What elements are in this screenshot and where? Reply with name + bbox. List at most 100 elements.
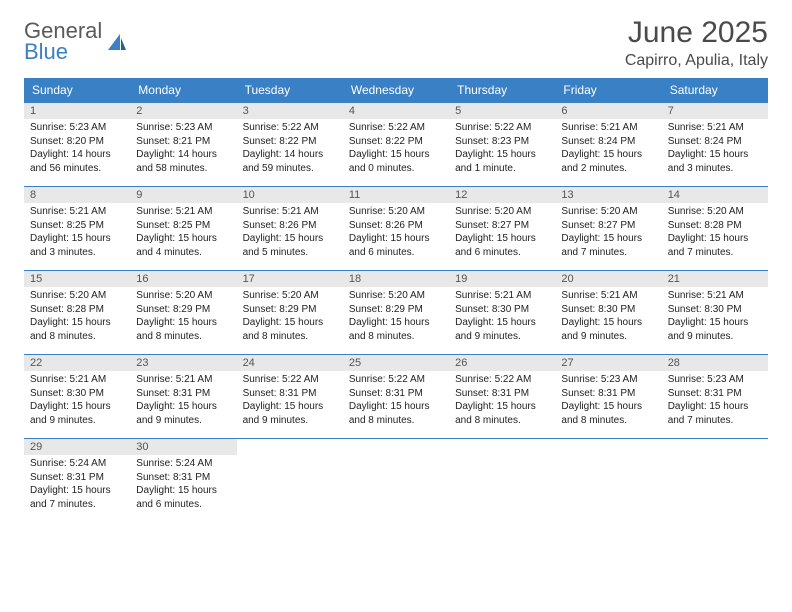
day-number: 4: [343, 103, 449, 119]
day-cell: 2Sunrise: 5:23 AMSunset: 8:21 PMDaylight…: [130, 103, 236, 187]
day-number: 8: [24, 187, 130, 203]
day-cell: 4Sunrise: 5:22 AMSunset: 8:22 PMDaylight…: [343, 103, 449, 187]
day-cell: 25Sunrise: 5:22 AMSunset: 8:31 PMDayligh…: [343, 355, 449, 439]
day-number: 14: [662, 187, 768, 203]
day-body: Sunrise: 5:20 AMSunset: 8:29 PMDaylight:…: [343, 287, 449, 347]
day-body: Sunrise: 5:23 AMSunset: 8:31 PMDaylight:…: [662, 371, 768, 431]
day-body: Sunrise: 5:21 AMSunset: 8:25 PMDaylight:…: [24, 203, 130, 263]
day-cell: 18Sunrise: 5:20 AMSunset: 8:29 PMDayligh…: [343, 271, 449, 355]
day-cell: 17Sunrise: 5:20 AMSunset: 8:29 PMDayligh…: [237, 271, 343, 355]
day-number: 26: [449, 355, 555, 371]
title-block: June 2025 Capirro, Apulia, Italy: [625, 16, 768, 70]
location: Capirro, Apulia, Italy: [625, 52, 768, 70]
day-cell: 14Sunrise: 5:20 AMSunset: 8:28 PMDayligh…: [662, 187, 768, 271]
day-cell: 28Sunrise: 5:23 AMSunset: 8:31 PMDayligh…: [662, 355, 768, 439]
week-row: 1Sunrise: 5:23 AMSunset: 8:20 PMDaylight…: [24, 103, 768, 187]
day-body: Sunrise: 5:22 AMSunset: 8:31 PMDaylight:…: [449, 371, 555, 431]
header: General Blue June 2025 Capirro, Apulia, …: [24, 16, 768, 70]
day-cell: 5Sunrise: 5:22 AMSunset: 8:23 PMDaylight…: [449, 103, 555, 187]
day-body: Sunrise: 5:22 AMSunset: 8:22 PMDaylight:…: [343, 119, 449, 179]
day-body: Sunrise: 5:20 AMSunset: 8:27 PMDaylight:…: [555, 203, 661, 263]
day-number: 13: [555, 187, 661, 203]
calendar-body: 1Sunrise: 5:23 AMSunset: 8:20 PMDaylight…: [24, 103, 768, 523]
day-number: 2: [130, 103, 236, 119]
day-cell: 26Sunrise: 5:22 AMSunset: 8:31 PMDayligh…: [449, 355, 555, 439]
day-number: 23: [130, 355, 236, 371]
day-cell: 27Sunrise: 5:23 AMSunset: 8:31 PMDayligh…: [555, 355, 661, 439]
weekday-header: Friday: [555, 78, 661, 103]
day-body: Sunrise: 5:23 AMSunset: 8:31 PMDaylight:…: [555, 371, 661, 431]
day-body: Sunrise: 5:22 AMSunset: 8:22 PMDaylight:…: [237, 119, 343, 179]
week-row: 22Sunrise: 5:21 AMSunset: 8:30 PMDayligh…: [24, 355, 768, 439]
weekday-header: Thursday: [449, 78, 555, 103]
day-number: 24: [237, 355, 343, 371]
day-cell: 19Sunrise: 5:21 AMSunset: 8:30 PMDayligh…: [449, 271, 555, 355]
weekday-header: Monday: [130, 78, 236, 103]
day-number: 9: [130, 187, 236, 203]
day-body: Sunrise: 5:24 AMSunset: 8:31 PMDaylight:…: [24, 455, 130, 515]
day-number: 21: [662, 271, 768, 287]
day-cell: 22Sunrise: 5:21 AMSunset: 8:30 PMDayligh…: [24, 355, 130, 439]
logo-sail-icon: [106, 32, 128, 54]
day-cell: 7Sunrise: 5:21 AMSunset: 8:24 PMDaylight…: [662, 103, 768, 187]
day-body: Sunrise: 5:24 AMSunset: 8:31 PMDaylight:…: [130, 455, 236, 515]
day-body: Sunrise: 5:22 AMSunset: 8:23 PMDaylight:…: [449, 119, 555, 179]
day-body: Sunrise: 5:21 AMSunset: 8:24 PMDaylight:…: [662, 119, 768, 179]
day-number: 1: [24, 103, 130, 119]
weekday-header: Wednesday: [343, 78, 449, 103]
day-number: 3: [237, 103, 343, 119]
day-number: 6: [555, 103, 661, 119]
day-cell: 9Sunrise: 5:21 AMSunset: 8:25 PMDaylight…: [130, 187, 236, 271]
day-number: 12: [449, 187, 555, 203]
logo-blue: Blue: [24, 41, 102, 63]
day-body: Sunrise: 5:21 AMSunset: 8:30 PMDaylight:…: [24, 371, 130, 431]
weekday-header: Tuesday: [237, 78, 343, 103]
day-number: 5: [449, 103, 555, 119]
day-body: Sunrise: 5:20 AMSunset: 8:28 PMDaylight:…: [24, 287, 130, 347]
day-cell: 15Sunrise: 5:20 AMSunset: 8:28 PMDayligh…: [24, 271, 130, 355]
day-cell: 16Sunrise: 5:20 AMSunset: 8:29 PMDayligh…: [130, 271, 236, 355]
day-cell: 1Sunrise: 5:23 AMSunset: 8:20 PMDaylight…: [24, 103, 130, 187]
day-cell: 24Sunrise: 5:22 AMSunset: 8:31 PMDayligh…: [237, 355, 343, 439]
week-row: 15Sunrise: 5:20 AMSunset: 8:28 PMDayligh…: [24, 271, 768, 355]
day-number: 16: [130, 271, 236, 287]
day-body: Sunrise: 5:21 AMSunset: 8:30 PMDaylight:…: [555, 287, 661, 347]
day-body: Sunrise: 5:21 AMSunset: 8:31 PMDaylight:…: [130, 371, 236, 431]
day-cell: 8Sunrise: 5:21 AMSunset: 8:25 PMDaylight…: [24, 187, 130, 271]
day-number: 15: [24, 271, 130, 287]
day-body: Sunrise: 5:20 AMSunset: 8:27 PMDaylight:…: [449, 203, 555, 263]
day-body: Sunrise: 5:20 AMSunset: 8:28 PMDaylight:…: [662, 203, 768, 263]
day-number: 17: [237, 271, 343, 287]
weekday-header: Sunday: [24, 78, 130, 103]
calendar-table: SundayMondayTuesdayWednesdayThursdayFrid…: [24, 78, 768, 523]
day-cell: 11Sunrise: 5:20 AMSunset: 8:26 PMDayligh…: [343, 187, 449, 271]
day-number: 10: [237, 187, 343, 203]
week-row: 8Sunrise: 5:21 AMSunset: 8:25 PMDaylight…: [24, 187, 768, 271]
day-number: 7: [662, 103, 768, 119]
day-body: Sunrise: 5:20 AMSunset: 8:29 PMDaylight:…: [130, 287, 236, 347]
day-body: Sunrise: 5:21 AMSunset: 8:26 PMDaylight:…: [237, 203, 343, 263]
logo: General Blue: [24, 20, 128, 63]
day-cell: [343, 439, 449, 523]
day-cell: 6Sunrise: 5:21 AMSunset: 8:24 PMDaylight…: [555, 103, 661, 187]
month-title: June 2025: [625, 16, 768, 50]
week-row: 29Sunrise: 5:24 AMSunset: 8:31 PMDayligh…: [24, 439, 768, 523]
day-number: 25: [343, 355, 449, 371]
day-cell: 21Sunrise: 5:21 AMSunset: 8:30 PMDayligh…: [662, 271, 768, 355]
day-body: Sunrise: 5:22 AMSunset: 8:31 PMDaylight:…: [343, 371, 449, 431]
day-body: Sunrise: 5:21 AMSunset: 8:24 PMDaylight:…: [555, 119, 661, 179]
day-cell: 20Sunrise: 5:21 AMSunset: 8:30 PMDayligh…: [555, 271, 661, 355]
day-number: 30: [130, 439, 236, 455]
day-number: 22: [24, 355, 130, 371]
day-body: Sunrise: 5:20 AMSunset: 8:29 PMDaylight:…: [237, 287, 343, 347]
day-cell: 3Sunrise: 5:22 AMSunset: 8:22 PMDaylight…: [237, 103, 343, 187]
day-number: 29: [24, 439, 130, 455]
day-number: 18: [343, 271, 449, 287]
day-cell: 23Sunrise: 5:21 AMSunset: 8:31 PMDayligh…: [130, 355, 236, 439]
weekday-row: SundayMondayTuesdayWednesdayThursdayFrid…: [24, 78, 768, 103]
day-body: Sunrise: 5:22 AMSunset: 8:31 PMDaylight:…: [237, 371, 343, 431]
day-body: Sunrise: 5:23 AMSunset: 8:20 PMDaylight:…: [24, 119, 130, 179]
day-number: 11: [343, 187, 449, 203]
day-body: Sunrise: 5:23 AMSunset: 8:21 PMDaylight:…: [130, 119, 236, 179]
day-body: Sunrise: 5:21 AMSunset: 8:30 PMDaylight:…: [449, 287, 555, 347]
